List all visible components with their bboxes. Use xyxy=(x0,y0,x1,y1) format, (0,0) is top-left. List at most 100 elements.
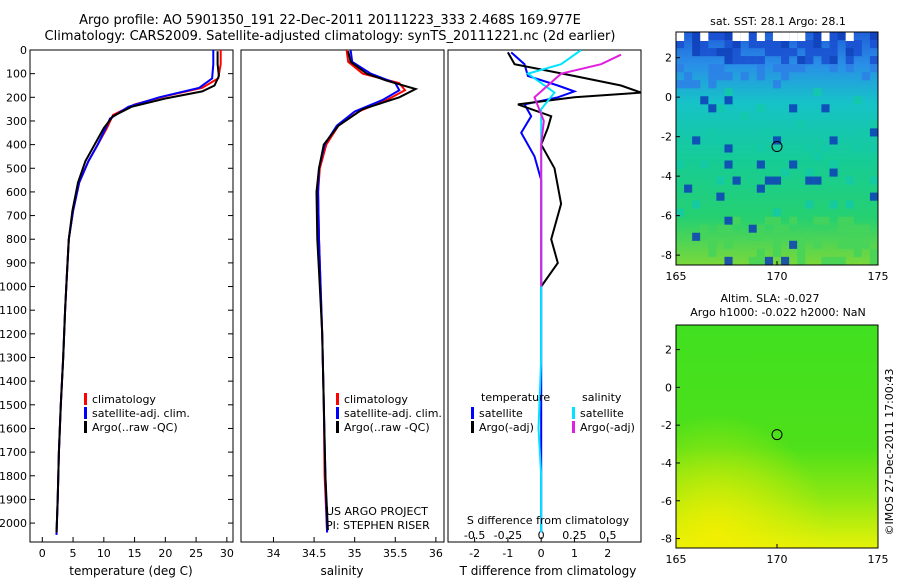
s-tick-label: 0.25 xyxy=(562,529,587,542)
project-annotation: US ARGO PROJECT xyxy=(326,505,428,518)
sst-pixel xyxy=(756,144,765,153)
sst-pixel xyxy=(845,48,854,57)
depth-tick-label: 1400 xyxy=(0,375,27,388)
sst-pixel xyxy=(837,216,846,225)
sst-map-pixels xyxy=(676,32,879,265)
sst-pixel xyxy=(845,56,854,65)
sst-pixel xyxy=(805,48,814,57)
sst-pixel xyxy=(692,80,701,89)
legend-label: climatology xyxy=(92,393,156,406)
legend-swatch xyxy=(84,393,87,405)
sst-pixel xyxy=(764,256,773,265)
sst-pixel xyxy=(764,176,773,185)
map-x-tick-label: 170 xyxy=(767,553,788,566)
sst-pixel xyxy=(716,48,725,57)
sst-missing-pixel xyxy=(821,32,830,41)
sst-pixel xyxy=(716,64,725,73)
legend-label: Argo(..raw -QC) xyxy=(92,421,178,434)
sst-pixel xyxy=(732,176,741,185)
sla-map-axes: 165 170 175 2 0 -2 -4 -6 -8 xyxy=(661,344,888,566)
sst-pixel xyxy=(772,40,782,49)
sst-pixel xyxy=(692,40,701,49)
x-tick-label: 15 xyxy=(128,547,142,560)
sst-pixel xyxy=(853,136,862,145)
sst-pixel xyxy=(861,72,870,81)
sst-pixel xyxy=(845,200,854,209)
map-y-tick-label: -4 xyxy=(661,170,672,183)
sst-pixel xyxy=(789,104,798,113)
sst-pixel xyxy=(805,232,814,241)
s-tick-label: -0.25 xyxy=(494,529,522,542)
sst-pixel xyxy=(789,216,798,225)
sst-pixel xyxy=(724,256,733,265)
sla-map-panel: Altim. SLA: -0.027 Argo h1000: -0.022 h2… xyxy=(661,292,888,566)
sst-map-panel: sat. SST: 28.1 Argo: 28.1 165 170 175 2 0 -2 -… xyxy=(661,15,888,283)
sst-pixel xyxy=(692,136,701,145)
sst-pixel xyxy=(708,128,717,137)
sst-pixel xyxy=(869,64,879,73)
map-y-tick-label: -2 xyxy=(661,419,672,432)
sst-map-axes: 165 170 175 2 0 -2 -4 -6 -8 xyxy=(661,52,888,283)
difference-panel: -2 -1 0 1 2 -0.5 -0.25 0 0.25 0.5 T difference fr… xyxy=(447,49,642,578)
sst-pixel xyxy=(837,240,846,249)
map-y-tick-label: -8 xyxy=(661,533,672,546)
map-x-tick-label: 170 xyxy=(767,270,788,283)
x-tick-label: -1 xyxy=(502,547,513,560)
legend-label: Argo(..raw -QC) xyxy=(344,421,430,434)
sst-pixel xyxy=(756,224,765,233)
sst-pixel xyxy=(732,56,741,65)
sst-pixel xyxy=(740,112,749,121)
sst-pixel xyxy=(724,96,733,105)
sst-pixel xyxy=(829,64,838,73)
sst-pixel xyxy=(748,232,757,241)
sst-pixel xyxy=(781,256,790,265)
x-tick-label: 30 xyxy=(220,547,234,560)
sst-pixel xyxy=(813,240,822,249)
salinity-xlabel: salinity xyxy=(320,564,363,578)
x-tick-label: 35 xyxy=(348,547,362,560)
legend-title-salinity: salinity xyxy=(582,391,622,404)
sst-pixel xyxy=(805,176,814,185)
temperature-frame xyxy=(29,49,234,543)
salinity-lines xyxy=(315,50,419,533)
sst-pixel xyxy=(772,80,782,89)
sst-pixel xyxy=(869,192,879,201)
sst-pixel xyxy=(772,208,782,217)
sst-pixel xyxy=(829,256,838,265)
series-line xyxy=(533,53,622,287)
x-tick-label: 1 xyxy=(571,547,578,560)
sst-pixel xyxy=(716,136,725,145)
x-tick-label: 2 xyxy=(604,547,611,560)
x-tick-label: 36 xyxy=(429,547,443,560)
x-tick-label: 25 xyxy=(189,547,203,560)
depth-axis: 0 100 200 300 400 500 600 700 800 900 1000 1100 1200… xyxy=(0,44,641,530)
sst-pixel xyxy=(781,224,790,233)
sst-pixel xyxy=(869,128,879,137)
map-x-tick-label: 165 xyxy=(666,270,687,283)
sst-pixel xyxy=(700,224,709,233)
sst-pixel xyxy=(869,248,879,257)
sst-pixel xyxy=(772,232,782,241)
difference-xlabel: T difference from climatology xyxy=(459,564,637,578)
sst-pixel xyxy=(797,240,806,249)
sst-pixel xyxy=(797,256,806,265)
sst-pixel xyxy=(716,176,725,185)
sst-pixel xyxy=(805,56,814,65)
sst-missing-pixel xyxy=(781,32,790,41)
sst-pixel xyxy=(684,80,693,89)
legend-swatch xyxy=(84,421,87,433)
map-y-tick-label: -2 xyxy=(661,131,672,144)
sst-pixel xyxy=(756,64,765,73)
sla-map-subtitle: Argo h1000: -0.022 h2000: NaN xyxy=(690,306,866,319)
s-tick-label: 0 xyxy=(538,529,545,542)
sst-pixel xyxy=(708,240,717,249)
sst-pixel xyxy=(748,40,757,49)
sst-pixel xyxy=(772,240,782,249)
sst-pixel xyxy=(853,40,862,49)
salinity-x-axis: 34 34.5 35 35.5 36 xyxy=(266,537,443,560)
sst-pixel xyxy=(861,240,870,249)
map-y-tick-label: 2 xyxy=(665,344,672,357)
sst-pixel xyxy=(724,160,733,169)
sst-pixel xyxy=(845,64,854,73)
sst-pixel xyxy=(821,144,830,153)
